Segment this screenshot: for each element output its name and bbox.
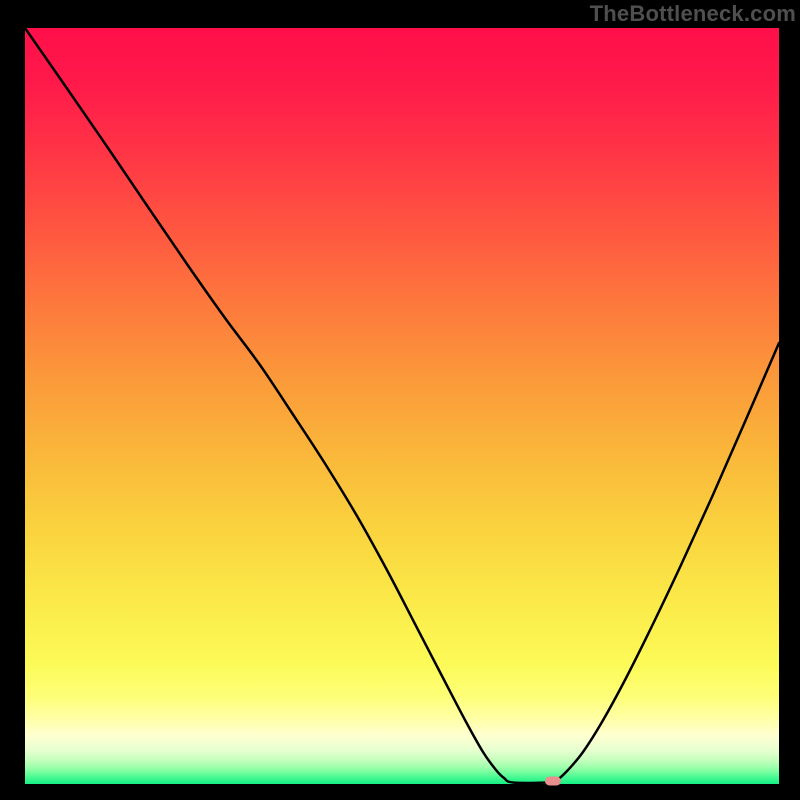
- optimal-marker: [545, 777, 561, 786]
- bottleneck-chart: [0, 0, 800, 800]
- chart-background: [25, 28, 779, 784]
- watermark-text: TheBottleneck.com: [590, 1, 796, 27]
- chart-stage: TheBottleneck.com: [0, 0, 800, 800]
